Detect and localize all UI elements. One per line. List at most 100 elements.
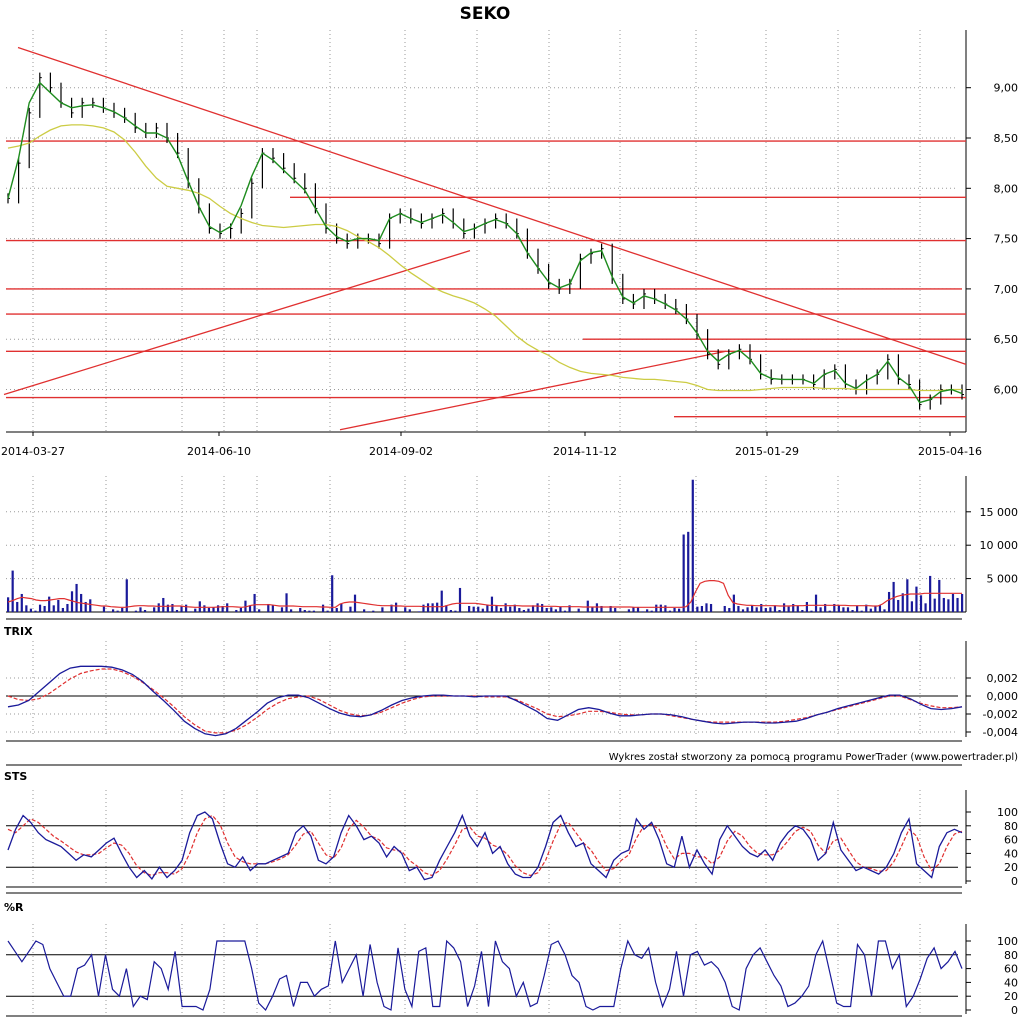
volume-bar xyxy=(349,606,352,612)
volume-panel: 5 000 10 000 15 000 xyxy=(6,476,1018,620)
volume-bar xyxy=(627,609,630,612)
price-x-tick-label: 2014-06-10 xyxy=(187,445,251,458)
trendline xyxy=(17,46,967,365)
volume-bar xyxy=(659,604,662,612)
volume-bar xyxy=(477,606,480,612)
volume-bar xyxy=(38,604,42,612)
volume-bar xyxy=(248,605,252,612)
volume-bar xyxy=(367,611,370,612)
volume-bar xyxy=(125,579,128,612)
volume-bar xyxy=(751,605,754,612)
volume-bar xyxy=(404,607,407,612)
volume-bar xyxy=(513,604,516,612)
volume-bar xyxy=(824,603,827,612)
volume-bar xyxy=(595,603,599,612)
volume-bar xyxy=(906,579,909,612)
volume-bar xyxy=(636,607,640,612)
volume-bar xyxy=(111,609,115,612)
volume-bar xyxy=(422,604,425,612)
volume-bar xyxy=(691,479,694,612)
volume-bar xyxy=(919,595,923,612)
volume-bar xyxy=(321,604,325,612)
volume-bar xyxy=(869,608,872,612)
sts-signal-line xyxy=(7,814,963,877)
volume-bar xyxy=(221,605,224,612)
volume-bar xyxy=(509,606,512,612)
volume-bar xyxy=(285,593,288,612)
price-y-tick-label: 7,00 xyxy=(994,283,1019,296)
volume-bar xyxy=(924,603,927,612)
price-y-tick-label: 8,50 xyxy=(994,132,1019,145)
wr-y-tick-label: 20 xyxy=(1004,990,1018,1003)
volume-average-line xyxy=(7,579,962,608)
volume-bar xyxy=(910,601,913,612)
volume-bar xyxy=(915,586,918,612)
volume-bar xyxy=(481,608,484,612)
volume-bar xyxy=(860,610,863,612)
volume-bar xyxy=(70,591,74,612)
volume-bar xyxy=(929,575,932,612)
volume-bar xyxy=(16,601,19,612)
price-y-tick-label: 8,00 xyxy=(994,182,1019,195)
volume-bar xyxy=(833,603,836,612)
volume-bar xyxy=(121,607,124,612)
volume-bar xyxy=(541,603,544,612)
volume-bar xyxy=(887,591,891,612)
volume-bar xyxy=(180,605,183,612)
volume-bar xyxy=(951,593,955,612)
volume-bar xyxy=(75,583,78,612)
volume-bar xyxy=(632,607,635,612)
volume-bar xyxy=(495,605,498,612)
volume-bar xyxy=(372,610,375,612)
volume-bar xyxy=(846,607,850,612)
volume-bar xyxy=(942,597,945,612)
volume-bar xyxy=(440,590,443,612)
volume-bar xyxy=(235,609,238,612)
volume-bar xyxy=(828,610,831,612)
volume-bar xyxy=(394,602,398,612)
volume-bar xyxy=(331,575,334,612)
price-y-tick-label: 9,00 xyxy=(994,82,1019,95)
sts-y-tick-label: 100 xyxy=(997,806,1018,819)
volume-bar xyxy=(143,609,147,612)
volume-bar xyxy=(353,594,357,612)
volume-bar xyxy=(276,611,279,612)
wr-y-tick-label: 80 xyxy=(1004,949,1018,962)
wr-y-tick-label: 100 xyxy=(997,935,1018,948)
volume-bar xyxy=(25,605,28,612)
volume-bar xyxy=(892,581,895,612)
volume-bar xyxy=(340,603,343,612)
volume-bar xyxy=(723,605,726,612)
volume-bar xyxy=(682,534,685,612)
volume-bar xyxy=(390,604,393,612)
sts-y-tick-label: 20 xyxy=(1004,861,1018,874)
trendline xyxy=(3,250,471,396)
volume-bar xyxy=(677,608,681,612)
volume-bar xyxy=(773,605,777,612)
volume-bar xyxy=(212,607,215,612)
volume-bar xyxy=(7,597,10,612)
volume-bar xyxy=(646,609,649,612)
williams-r-panel-title: %R xyxy=(4,901,24,914)
price-x-tick-label: 2014-11-12 xyxy=(553,445,617,458)
volume-bar xyxy=(559,606,562,612)
volume-bar xyxy=(568,605,571,612)
price-x-tick-label: 2015-04-16 xyxy=(918,445,982,458)
volume-bar xyxy=(486,604,489,612)
volume-bar xyxy=(874,605,877,612)
volume-bar xyxy=(782,603,786,612)
volume-bar xyxy=(947,599,950,612)
volume-bar xyxy=(116,610,119,612)
volume-bar xyxy=(842,607,845,612)
volume-bar xyxy=(139,607,142,612)
volume-bar xyxy=(650,610,653,612)
volume-bar xyxy=(267,603,270,612)
volume-bar xyxy=(755,607,758,612)
volume-bar xyxy=(737,605,740,612)
volume-bar xyxy=(426,603,430,612)
volume-bar xyxy=(536,603,539,612)
volume-bar xyxy=(171,603,174,612)
